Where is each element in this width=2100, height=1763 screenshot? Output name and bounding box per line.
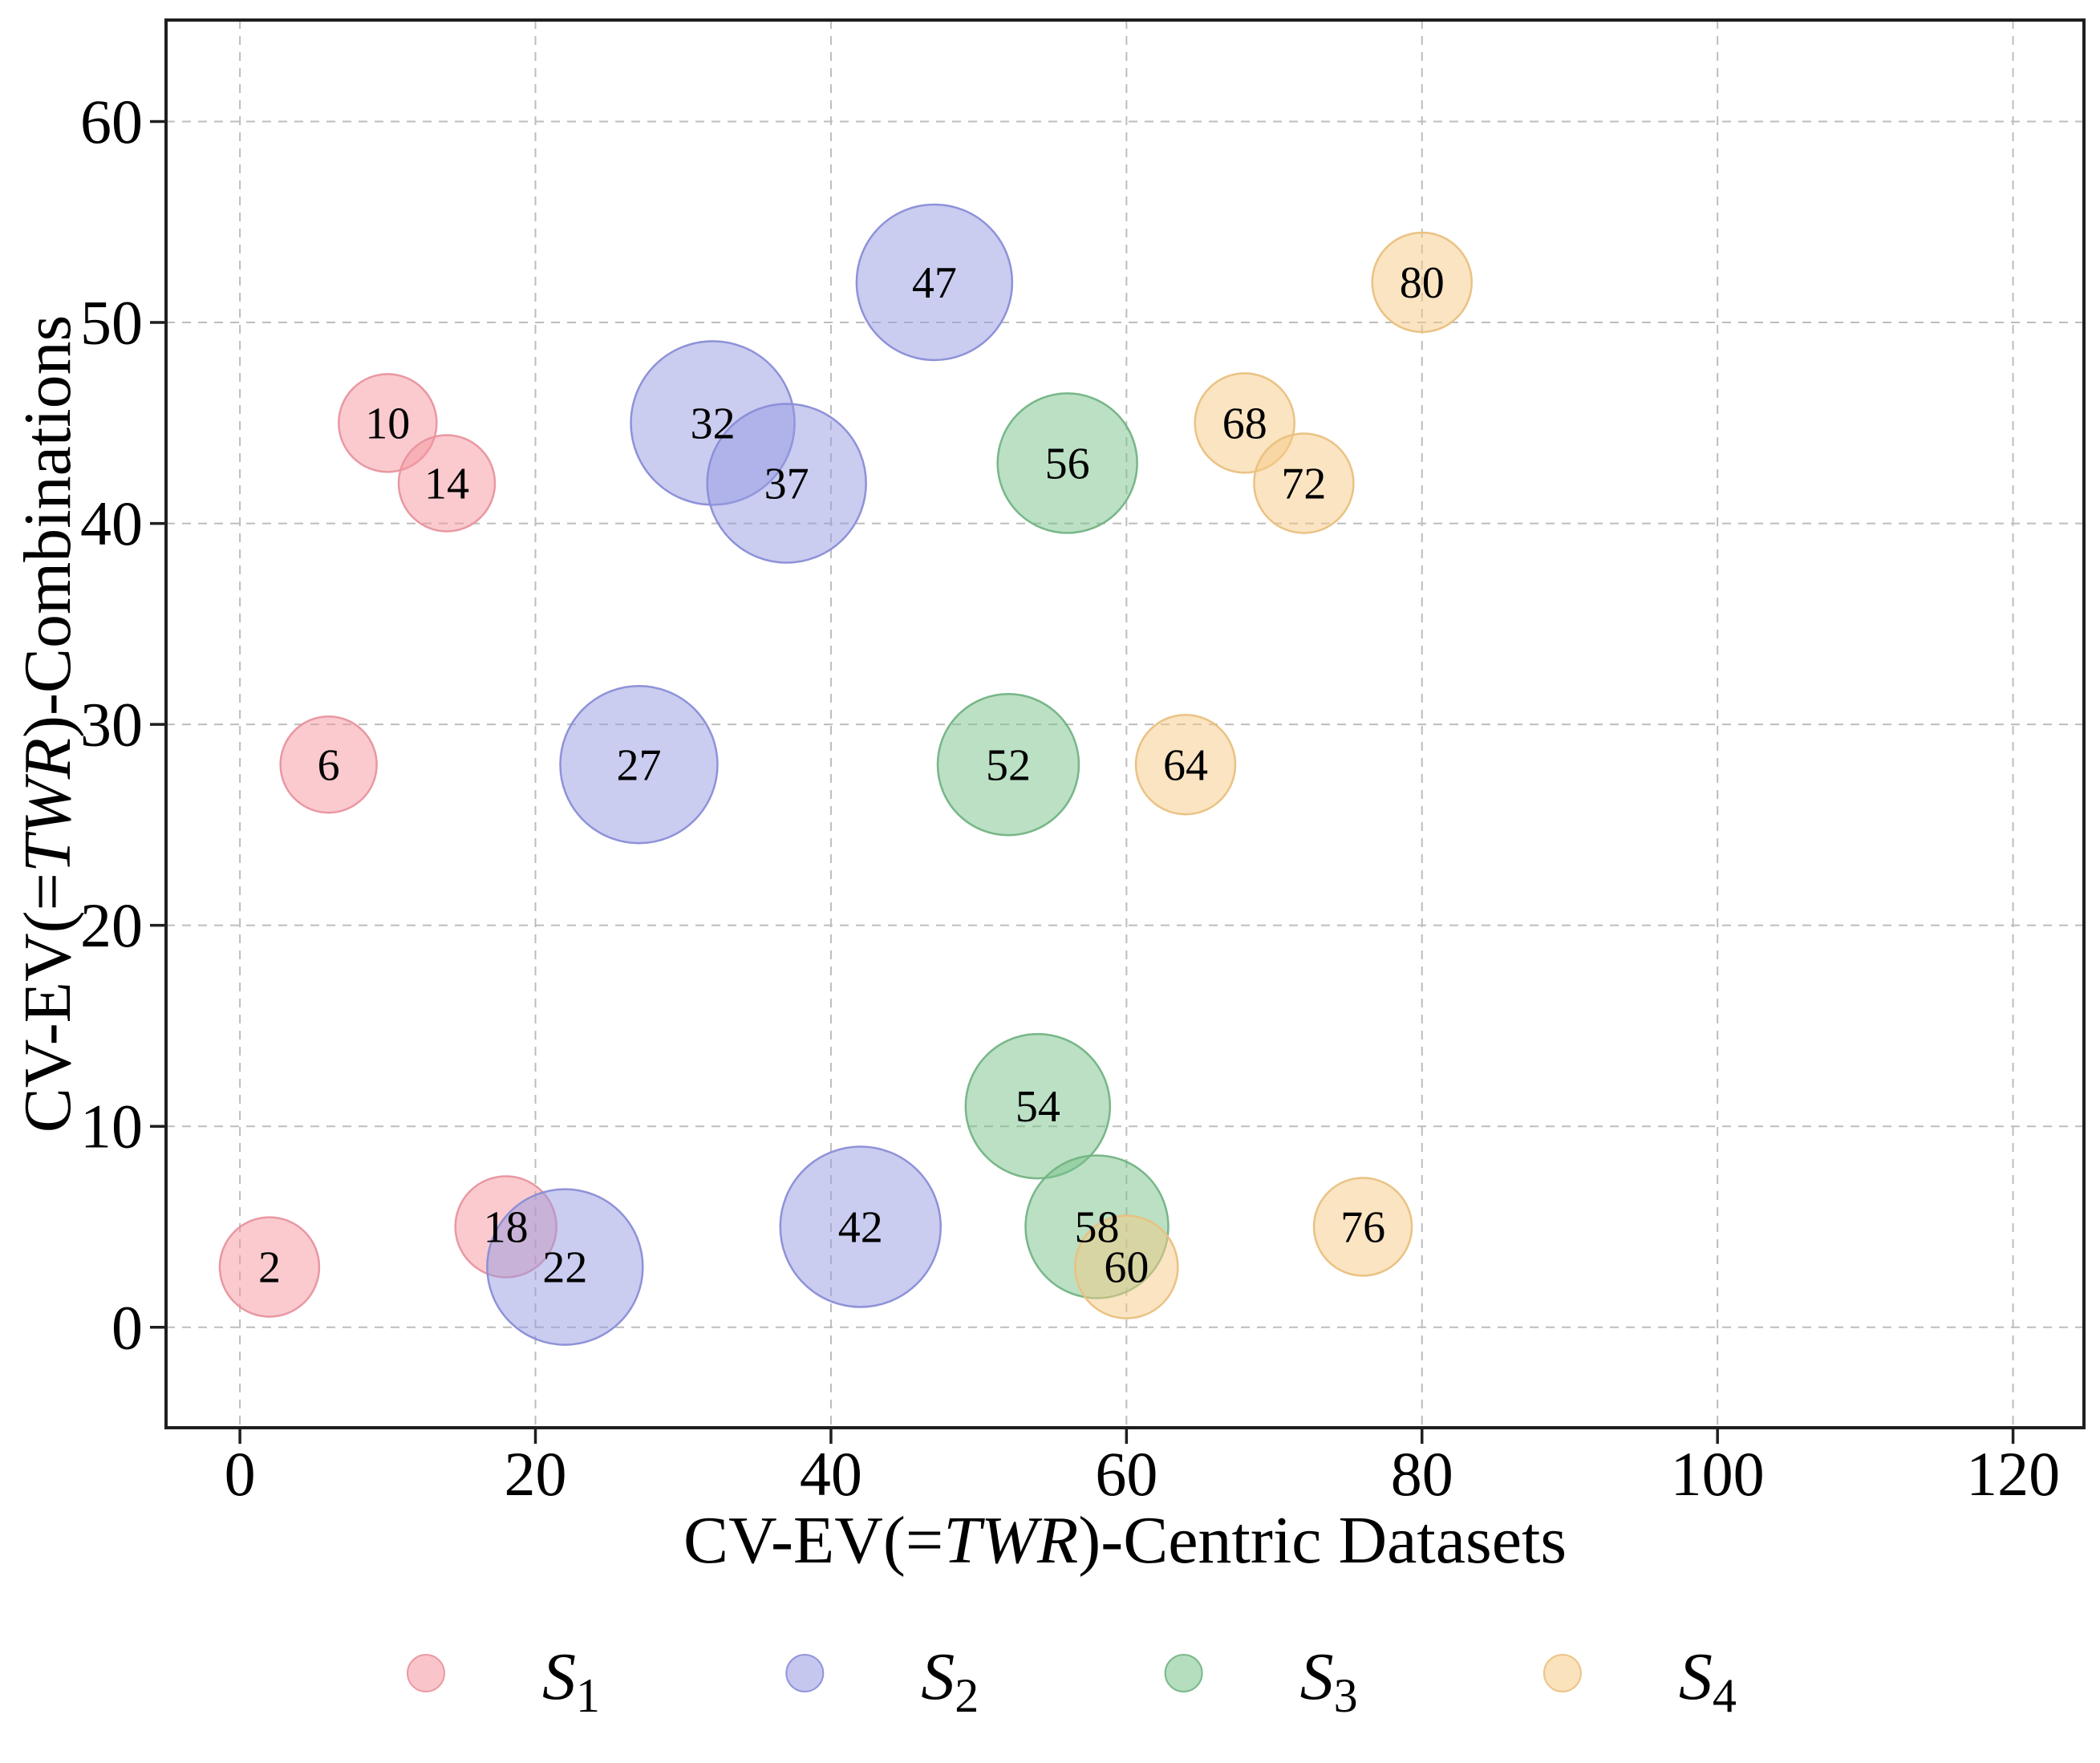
bubble-label-37: 37 <box>764 460 809 509</box>
legend-item-S3: S3 <box>1164 1639 1358 1722</box>
legend-item-S4: S4 <box>1543 1639 1737 1722</box>
bubble-label-56: 56 <box>1045 439 1090 488</box>
bubble-label-80: 80 <box>1400 258 1445 308</box>
legend-marker-S1 <box>407 1654 445 1692</box>
bubble-label-22: 22 <box>542 1243 587 1293</box>
bubble-label-68: 68 <box>1222 399 1267 448</box>
bubble-label-18: 18 <box>484 1203 529 1253</box>
legend-marker-S2 <box>785 1654 825 1692</box>
series-S2 <box>486 203 1014 1346</box>
bubble-56 <box>996 392 1138 534</box>
x-tick-label-0: 0 <box>225 1439 256 1509</box>
bubble-47 <box>855 203 1014 362</box>
bubble-10 <box>338 373 438 473</box>
legend-label-S1: S1 <box>542 1639 600 1722</box>
bubble-72 <box>1253 432 1355 534</box>
bubble-60 <box>1074 1214 1179 1319</box>
y-tick-label-20: 20 <box>80 890 143 960</box>
bubble-22 <box>486 1188 644 1346</box>
bubble-label-58: 58 <box>1075 1203 1120 1253</box>
x-axis-label: CV-EV(=TWR)-Centric Datasets <box>683 1503 1567 1578</box>
bubble-2 <box>218 1216 321 1318</box>
bubble-37 <box>706 403 867 564</box>
bubble-label-60: 60 <box>1104 1243 1149 1293</box>
bubble-6 <box>279 715 378 814</box>
legend-item-S1: S1 <box>407 1639 600 1722</box>
bubble-label-14: 14 <box>424 460 469 509</box>
bubble-label-42: 42 <box>838 1203 883 1253</box>
y-tick-label-30: 30 <box>80 690 143 760</box>
bubble-label-76: 76 <box>1340 1203 1385 1253</box>
x-tick-label-80: 80 <box>1391 1439 1453 1509</box>
legend: S1 S2 S3 S4 <box>407 1639 1737 1722</box>
bubble-label-27: 27 <box>616 740 661 790</box>
y-tick-label-40: 40 <box>80 488 143 558</box>
series-S1 <box>218 373 557 1318</box>
series-S4 <box>1074 231 1474 1319</box>
bubble-52 <box>936 692 1080 837</box>
tick-labels: 0 20 40 60 80 100 120 0 10 20 30 40 50 60 <box>80 87 2060 1509</box>
bubble-label-6: 6 <box>318 740 340 790</box>
legend-marker-S4 <box>1543 1654 1582 1692</box>
x-tick-label-60: 60 <box>1095 1439 1157 1509</box>
y-tick-label-50: 50 <box>80 288 143 358</box>
bubble-27 <box>559 684 719 845</box>
bubble-label-72: 72 <box>1281 460 1326 509</box>
x-tick-label-120: 120 <box>1966 1439 2060 1509</box>
y-tick-label-0: 0 <box>111 1292 143 1362</box>
legend-marker-S3 <box>1164 1654 1203 1692</box>
bubble-54 <box>964 1032 1112 1180</box>
y-tick-label-10: 10 <box>80 1092 143 1161</box>
legend-label-S2: S2 <box>921 1639 979 1722</box>
bubble-label-64: 64 <box>1163 740 1208 790</box>
x-tick-label-40: 40 <box>800 1439 862 1509</box>
bubble-label-54: 54 <box>1016 1082 1060 1132</box>
x-tick-label-100: 100 <box>1671 1439 1765 1509</box>
tick-marks <box>150 120 2015 1444</box>
bubble-42 <box>779 1145 943 1308</box>
series-S3 <box>936 392 1170 1299</box>
legend-item-S2: S2 <box>785 1639 979 1722</box>
bubble-label-32: 32 <box>691 399 736 448</box>
bubble-series <box>218 203 1474 1346</box>
bubble-label-2: 2 <box>258 1243 281 1293</box>
bubble-80 <box>1371 231 1474 334</box>
x-tick-label-20: 20 <box>505 1439 567 1509</box>
legend-label-S3: S3 <box>1300 1639 1358 1722</box>
bubble-76 <box>1312 1177 1413 1277</box>
legend-label-S4: S4 <box>1679 1639 1737 1722</box>
bubble-label-10: 10 <box>365 399 410 448</box>
bubble-14 <box>397 434 497 533</box>
bubble-64 <box>1134 713 1237 816</box>
bubble-label-47: 47 <box>912 258 957 308</box>
bubble-label-52: 52 <box>986 740 1031 790</box>
y-tick-label-60: 60 <box>80 87 143 156</box>
y-axis-label: CV-EV(=TWR)-Combinations <box>10 315 85 1133</box>
